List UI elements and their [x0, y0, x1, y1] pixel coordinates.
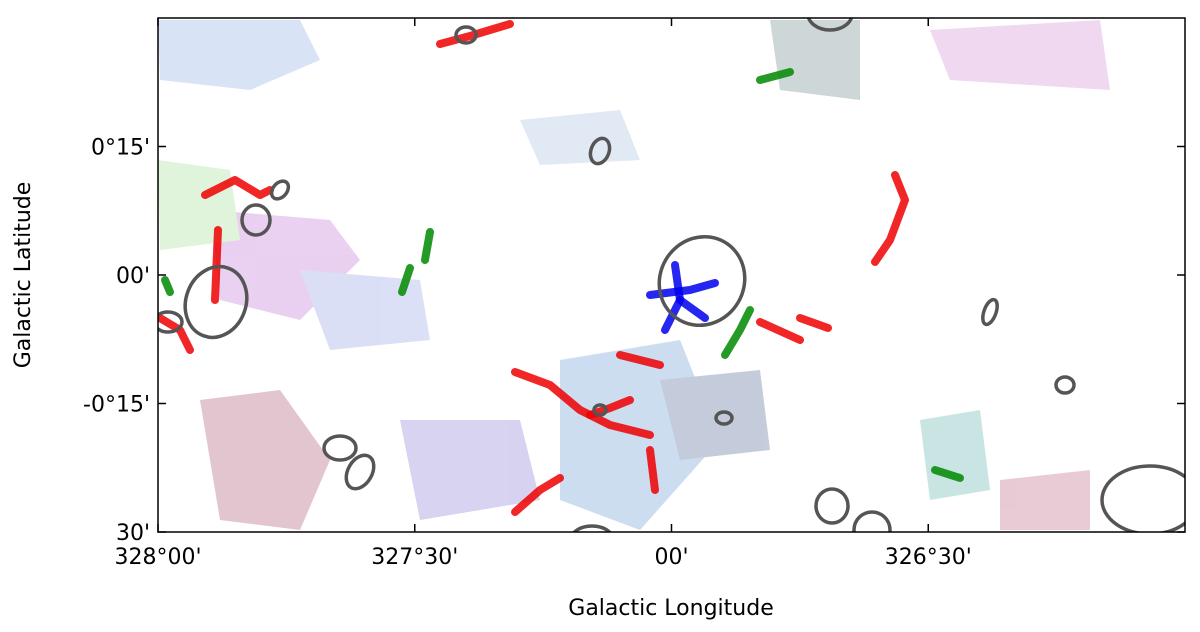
emission-blobs — [158, 20, 1110, 530]
x-tick-label: 326°30' — [885, 545, 972, 570]
y-tick-label: 00' — [116, 264, 150, 289]
x-tick-label: 328°00' — [114, 545, 201, 570]
x-axis-label: Galactic Longitude — [568, 596, 773, 621]
map-image — [158, 18, 1185, 532]
y-tick-label: -0°15' — [83, 393, 150, 418]
y-tick-label: 30' — [116, 521, 150, 546]
y-axis-label: Galactic Latitude — [11, 182, 36, 369]
x-tick-label: 327°30' — [371, 545, 458, 570]
ellipses — [158, 18, 1185, 532]
x-tick-label: 00' — [654, 545, 688, 570]
y-tick-label: 0°15' — [91, 136, 150, 161]
